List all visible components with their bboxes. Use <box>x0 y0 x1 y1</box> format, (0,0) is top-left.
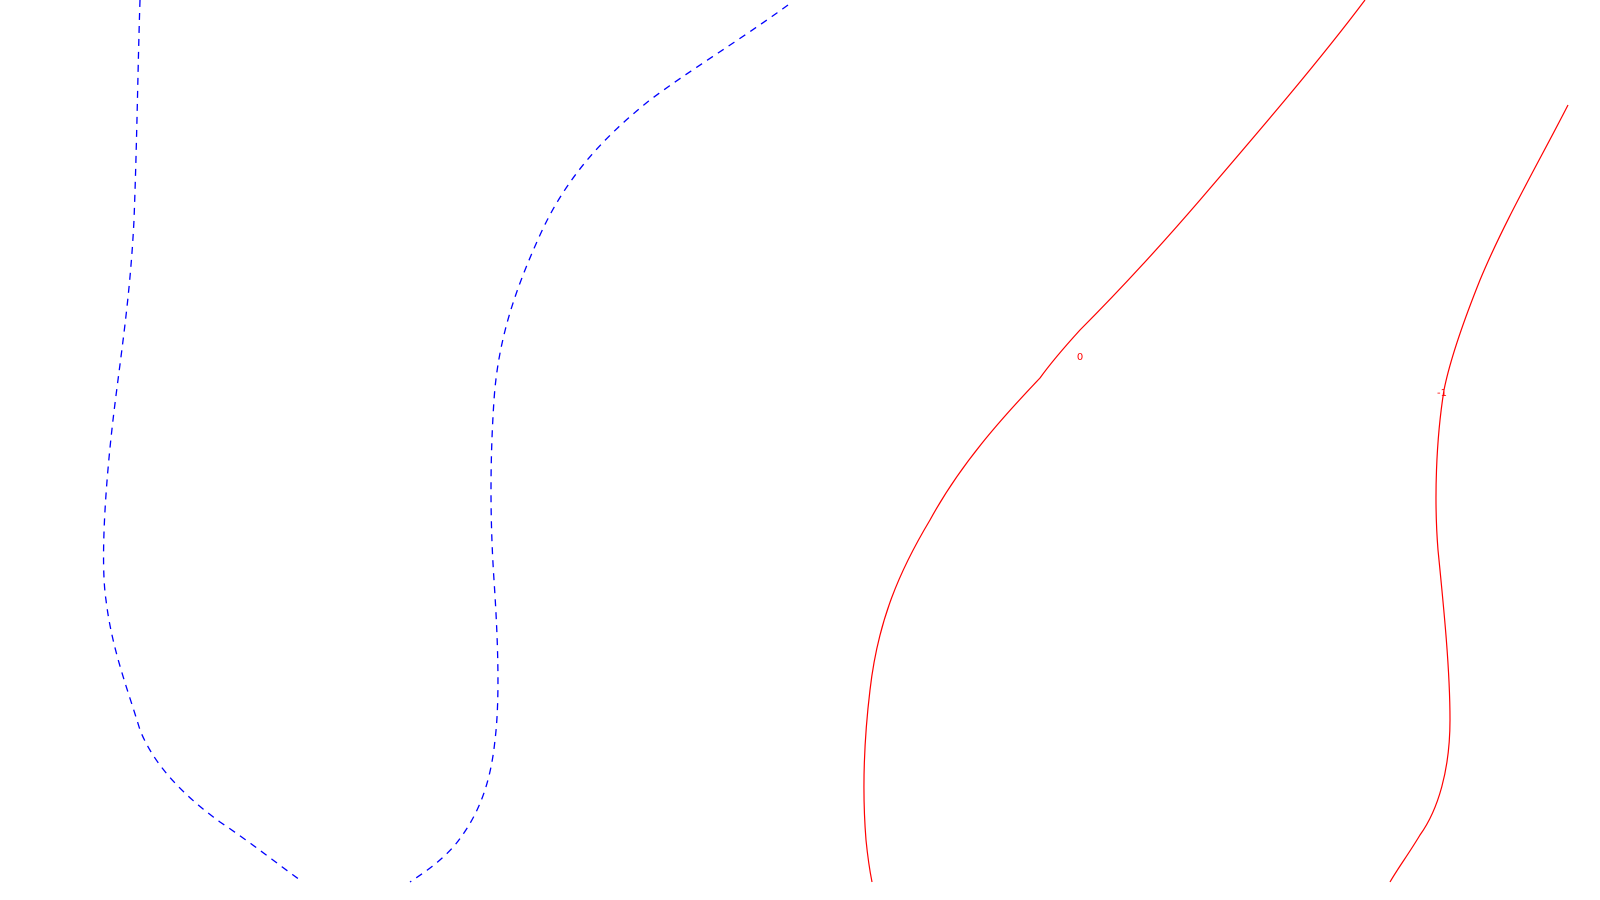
contour-label-minus-one: -1 <box>1437 388 1447 399</box>
contour-line-dashed-middle <box>409 4 789 883</box>
contour-line-dashed-left <box>102 0 301 881</box>
contour-label-zero: 0 <box>1077 352 1083 363</box>
contour-line-solid-minus-one <box>1389 104 1569 883</box>
contour-line-solid-zero <box>863 0 1366 883</box>
